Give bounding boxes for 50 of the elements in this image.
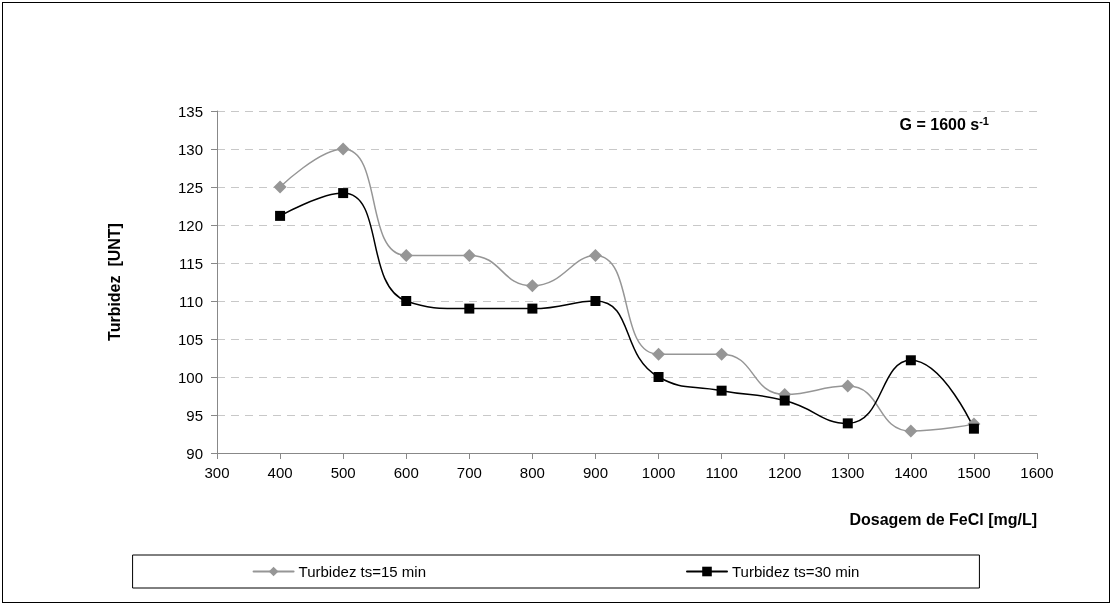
point <box>653 372 664 382</box>
x-tick-label: 600 <box>393 464 419 481</box>
point <box>338 188 349 199</box>
point <box>779 395 790 406</box>
y-tick-label: 125 <box>177 178 203 196</box>
x-tick-label: 900 <box>582 464 608 481</box>
x-tick-label: 300 <box>204 464 230 481</box>
y-tick-label: 120 <box>177 216 203 234</box>
point <box>590 296 601 306</box>
y-tick-label: 90 <box>186 444 203 462</box>
point <box>904 424 918 438</box>
point <box>841 379 855 393</box>
point <box>527 303 538 314</box>
y-tick-label: 110 <box>179 292 203 310</box>
point <box>905 355 916 366</box>
point <box>842 418 853 429</box>
point <box>716 385 727 396</box>
x-tick-label: 1300 <box>831 464 865 481</box>
x-tick-label: 1000 <box>641 464 676 481</box>
point <box>401 296 412 306</box>
x-tick-label: 700 <box>456 464 482 481</box>
y-axis-title: Turbidez [UNT] <box>105 223 123 341</box>
point <box>464 303 475 314</box>
x-tick-label: 500 <box>330 464 356 481</box>
point <box>588 248 602 262</box>
x-tick-label: 400 <box>267 464 293 481</box>
y-tick-label: 95 <box>186 406 203 424</box>
x-tick-label: 800 <box>519 464 545 481</box>
x-axis-title: Dosagem de FeCl [mg/L] <box>849 510 1037 528</box>
point <box>336 142 350 156</box>
x-tick-label: 1400 <box>894 464 928 481</box>
point <box>399 248 413 262</box>
legend-label: Turbidez ts=15 min <box>298 563 426 580</box>
legend-label: Turbidez ts=30 min <box>732 563 860 580</box>
x-tick-label: 1200 <box>768 464 802 481</box>
x-tick-label: 1100 <box>705 464 738 481</box>
point <box>715 347 729 361</box>
y-tick-label: 105 <box>177 330 203 348</box>
x-tick-label: 1500 <box>957 464 991 481</box>
point <box>652 347 666 361</box>
y-tick-label: 100 <box>177 368 203 386</box>
x-tick-label: 1600 <box>1020 464 1054 481</box>
y-tick-label: 130 <box>177 140 203 158</box>
point <box>968 423 979 434</box>
point <box>462 248 476 262</box>
y-tick-label: 115 <box>179 254 203 272</box>
point <box>275 210 286 221</box>
point <box>525 279 539 293</box>
y-tick-label: 135 <box>177 102 203 120</box>
point <box>273 180 287 194</box>
